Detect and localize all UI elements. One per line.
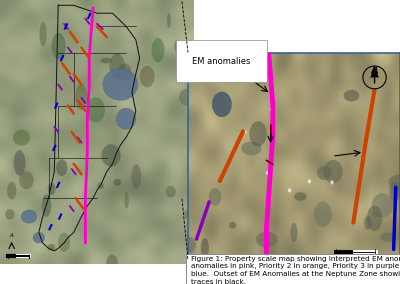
- Ellipse shape: [324, 160, 343, 183]
- Ellipse shape: [52, 33, 66, 59]
- Ellipse shape: [21, 210, 37, 223]
- Ellipse shape: [13, 130, 30, 146]
- Text: EM anomalies: EM anomalies: [192, 57, 251, 66]
- Ellipse shape: [317, 166, 332, 180]
- Ellipse shape: [42, 195, 51, 217]
- Ellipse shape: [114, 179, 121, 186]
- Ellipse shape: [184, 210, 188, 219]
- Ellipse shape: [102, 144, 121, 167]
- Ellipse shape: [40, 22, 47, 47]
- Ellipse shape: [294, 192, 307, 201]
- Ellipse shape: [209, 188, 221, 206]
- Ellipse shape: [212, 92, 232, 117]
- Ellipse shape: [288, 188, 291, 193]
- Ellipse shape: [106, 254, 118, 273]
- Ellipse shape: [388, 175, 400, 191]
- Ellipse shape: [152, 38, 164, 62]
- Ellipse shape: [116, 108, 136, 130]
- Ellipse shape: [380, 233, 396, 242]
- Ellipse shape: [389, 181, 400, 202]
- Ellipse shape: [58, 233, 70, 252]
- Ellipse shape: [244, 130, 247, 134]
- Ellipse shape: [56, 159, 68, 176]
- Ellipse shape: [314, 202, 332, 227]
- Ellipse shape: [330, 180, 334, 185]
- Ellipse shape: [290, 223, 297, 242]
- Ellipse shape: [256, 232, 278, 247]
- Ellipse shape: [201, 238, 209, 258]
- Ellipse shape: [33, 232, 45, 243]
- Ellipse shape: [367, 205, 382, 231]
- Ellipse shape: [97, 182, 104, 189]
- Ellipse shape: [179, 89, 196, 106]
- Ellipse shape: [118, 63, 131, 81]
- Ellipse shape: [181, 237, 196, 253]
- Ellipse shape: [372, 193, 393, 217]
- Text: N: N: [372, 67, 377, 72]
- Ellipse shape: [109, 53, 125, 80]
- Ellipse shape: [48, 183, 56, 195]
- Ellipse shape: [140, 66, 155, 87]
- Ellipse shape: [229, 222, 236, 229]
- Ellipse shape: [14, 150, 26, 176]
- Ellipse shape: [249, 121, 267, 147]
- Ellipse shape: [241, 141, 262, 155]
- Ellipse shape: [132, 164, 141, 189]
- Ellipse shape: [308, 179, 311, 183]
- Ellipse shape: [48, 244, 55, 251]
- Ellipse shape: [266, 171, 269, 175]
- Text: Figure 1: Property scale map showing interpreted EM anomalies. Priority 1
anomal: Figure 1: Property scale map showing int…: [191, 256, 400, 284]
- Ellipse shape: [166, 186, 176, 197]
- Ellipse shape: [364, 216, 372, 230]
- Ellipse shape: [103, 69, 138, 100]
- Ellipse shape: [174, 40, 180, 53]
- Polygon shape: [370, 66, 379, 78]
- Ellipse shape: [124, 192, 129, 209]
- Ellipse shape: [19, 171, 34, 189]
- Text: A: A: [10, 233, 14, 238]
- Ellipse shape: [100, 58, 112, 63]
- Ellipse shape: [5, 209, 15, 220]
- Ellipse shape: [344, 90, 359, 102]
- Ellipse shape: [75, 84, 87, 110]
- Ellipse shape: [270, 108, 273, 112]
- Ellipse shape: [167, 13, 171, 28]
- Ellipse shape: [86, 97, 105, 123]
- Ellipse shape: [372, 211, 380, 217]
- Ellipse shape: [7, 182, 16, 200]
